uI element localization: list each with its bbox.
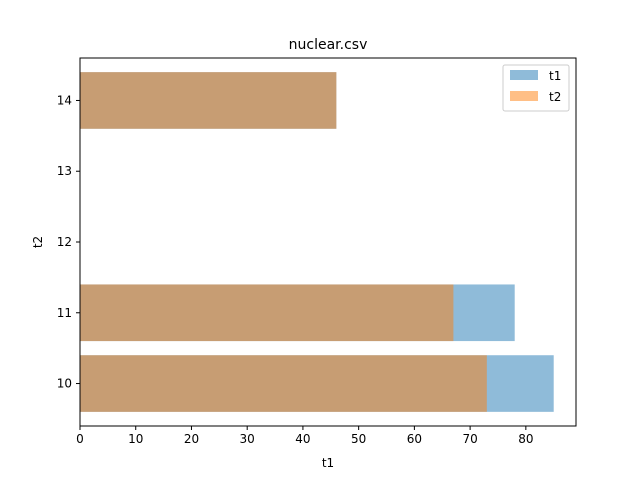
x-axis-label: t1	[322, 456, 334, 470]
legend-label-t1: t1	[549, 69, 561, 83]
x-tick-label: 60	[407, 432, 422, 446]
x-tick-label: 20	[184, 432, 199, 446]
y-tick-label: 13	[57, 164, 72, 178]
chart-title: nuclear.csv	[289, 37, 368, 53]
y-tick-label: 10	[57, 377, 72, 391]
y-axis: 10 11 12 13 14	[57, 93, 80, 391]
y-tick-label: 14	[57, 93, 72, 107]
y-axis-label: t2	[31, 236, 45, 248]
bar-t2-14	[80, 72, 337, 129]
x-tick-label: 40	[295, 432, 310, 446]
plot-bars	[80, 72, 554, 412]
legend-swatch-t2	[510, 91, 538, 101]
legend-swatch-t1	[510, 70, 538, 80]
legend: t1 t2	[502, 64, 570, 112]
x-tick-label: 50	[351, 432, 366, 446]
x-tick-label: 0	[76, 432, 84, 446]
x-tick-label: 80	[518, 432, 533, 446]
bar-t2-10	[80, 355, 487, 412]
x-tick-label: 30	[240, 432, 255, 446]
x-axis: 0 10 20 30 40 50 60 70 80	[76, 426, 533, 446]
y-tick-label: 11	[57, 306, 72, 320]
x-tick-label: 10	[128, 432, 143, 446]
x-tick-label: 70	[462, 432, 477, 446]
legend-label-t2: t2	[549, 90, 561, 104]
bar-t2-11	[80, 284, 454, 342]
y-tick-label: 12	[57, 235, 72, 249]
